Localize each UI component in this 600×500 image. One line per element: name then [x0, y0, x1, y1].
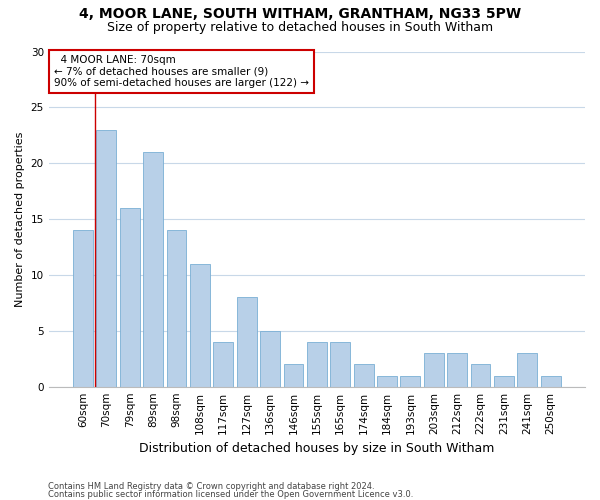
- Bar: [541, 376, 560, 386]
- Bar: [307, 342, 327, 386]
- Bar: [470, 364, 490, 386]
- Bar: [260, 331, 280, 386]
- Bar: [494, 376, 514, 386]
- Bar: [167, 230, 187, 386]
- Text: Contains public sector information licensed under the Open Government Licence v3: Contains public sector information licen…: [48, 490, 413, 499]
- Bar: [73, 230, 93, 386]
- Bar: [400, 376, 421, 386]
- Text: 4 MOOR LANE: 70sqm
← 7% of detached houses are smaller (9)
90% of semi-detached : 4 MOOR LANE: 70sqm ← 7% of detached hous…: [54, 55, 309, 88]
- Bar: [190, 264, 210, 386]
- Bar: [447, 353, 467, 386]
- X-axis label: Distribution of detached houses by size in South Witham: Distribution of detached houses by size …: [139, 442, 494, 455]
- Bar: [143, 152, 163, 386]
- Bar: [214, 342, 233, 386]
- Bar: [517, 353, 537, 386]
- Text: Contains HM Land Registry data © Crown copyright and database right 2024.: Contains HM Land Registry data © Crown c…: [48, 482, 374, 491]
- Bar: [120, 208, 140, 386]
- Text: 4, MOOR LANE, SOUTH WITHAM, GRANTHAM, NG33 5PW: 4, MOOR LANE, SOUTH WITHAM, GRANTHAM, NG…: [79, 8, 521, 22]
- Text: Size of property relative to detached houses in South Witham: Size of property relative to detached ho…: [107, 21, 493, 34]
- Bar: [424, 353, 443, 386]
- Bar: [330, 342, 350, 386]
- Bar: [353, 364, 374, 386]
- Bar: [97, 130, 116, 386]
- Bar: [284, 364, 304, 386]
- Bar: [237, 298, 257, 386]
- Bar: [377, 376, 397, 386]
- Y-axis label: Number of detached properties: Number of detached properties: [15, 132, 25, 307]
